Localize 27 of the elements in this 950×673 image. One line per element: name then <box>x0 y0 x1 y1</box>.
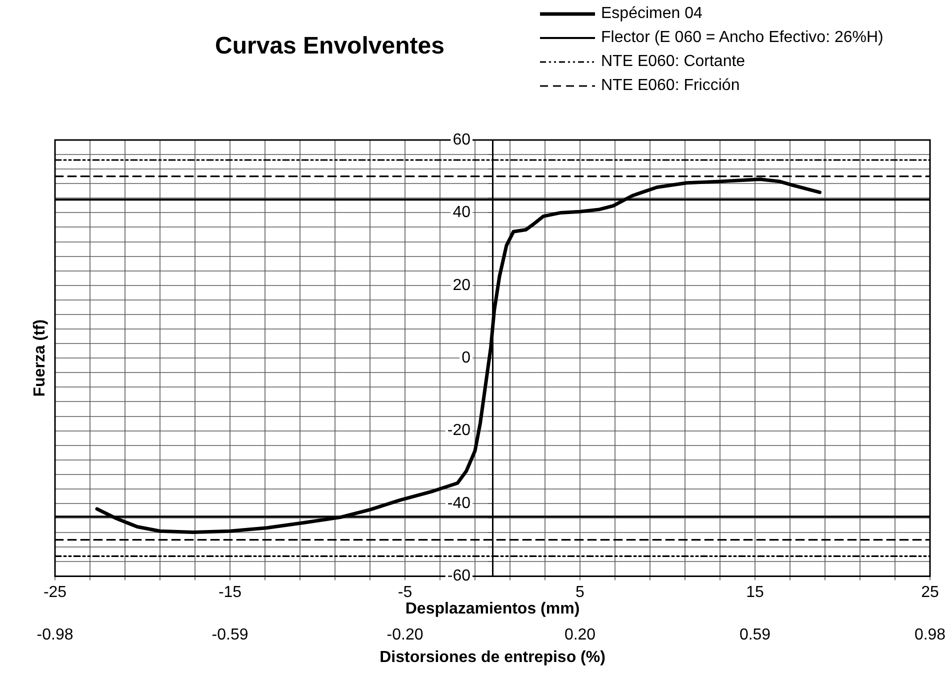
y-tick-label: 40 <box>452 204 471 222</box>
x2-tick-label: 0.98 <box>914 626 946 644</box>
x2-tick-label: -0.59 <box>212 626 248 644</box>
x2-tick-label: -0.98 <box>36 626 74 644</box>
x2-tick-label: -0.20 <box>386 626 424 644</box>
legend-label: NTE E060: Fricción <box>601 77 740 95</box>
y-tick-label: -20 <box>447 422 471 440</box>
legend-label: NTE E060: Cortante <box>601 53 746 71</box>
x-axis-title: Desplazamientos (mm) <box>405 600 580 618</box>
x2-axis-title: Distorsiones de entrepiso (%) <box>380 648 606 666</box>
x-tick-label: -5 <box>398 584 412 602</box>
x-tick-label: -25 <box>43 584 67 602</box>
x-tick-label: -15 <box>218 584 242 602</box>
chart-title: Curvas Envolventes <box>215 32 444 60</box>
x-tick-label: 25 <box>921 584 939 602</box>
x2-tick-label: 0.20 <box>564 626 596 644</box>
y-tick-label: -60 <box>447 568 471 585</box>
x-tick-label: 5 <box>576 584 585 602</box>
y-tick-label: 0 <box>462 350 471 367</box>
legend-label: Espécimen 04 <box>601 5 702 23</box>
legend-label: Flector (E 060 = Ancho Efectivo: 26%H) <box>601 29 884 47</box>
x-tick-label: 15 <box>746 584 764 602</box>
x2-tick-label: 0.59 <box>739 626 771 644</box>
y-tick-label: 60 <box>452 131 471 148</box>
y-tick-label: 20 <box>452 276 471 294</box>
y-axis-title: Fuerza (tf) <box>31 319 48 397</box>
y-tick-label: -40 <box>447 494 471 512</box>
